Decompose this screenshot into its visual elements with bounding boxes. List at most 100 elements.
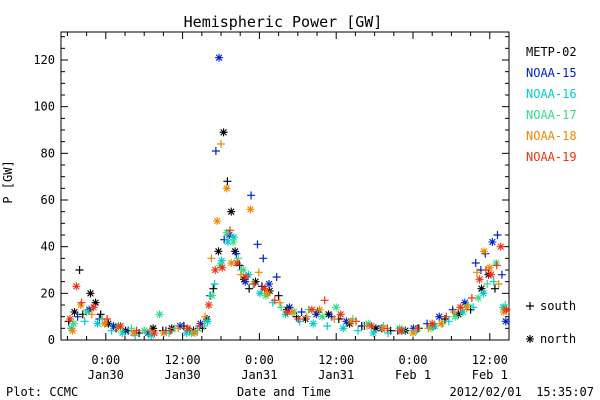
data-point-north <box>437 319 446 328</box>
data-point-north <box>219 128 228 137</box>
marker-legend-label: north <box>540 332 576 346</box>
data-point-north <box>227 207 236 216</box>
y-tick-label: 0 <box>48 333 55 347</box>
y-axis-label: P [GW] <box>1 160 15 203</box>
data-point-north <box>213 217 222 225</box>
data-point-north <box>118 329 127 337</box>
legend-entry-noaa-19: NOAA-19 <box>526 150 577 164</box>
data-point-south <box>384 329 393 337</box>
data-point-north <box>309 319 318 328</box>
data-point-north <box>176 322 185 330</box>
data-point-south <box>245 284 254 293</box>
data-point-north <box>458 308 467 316</box>
data-point-north <box>501 317 510 326</box>
data-point-north <box>485 263 494 272</box>
y-tick-label: 100 <box>33 100 55 114</box>
legend-entry-metp-02: METP-02 <box>526 45 577 59</box>
data-point-north <box>149 324 158 333</box>
data-point-north <box>82 308 91 316</box>
data-point-north <box>456 303 465 312</box>
data-point-north <box>307 305 316 314</box>
data-point-north <box>67 324 76 333</box>
data-point-south <box>250 280 259 288</box>
data-point-north <box>451 312 460 321</box>
data-point-north <box>109 322 118 330</box>
data-point-south <box>473 268 481 277</box>
plot-credit: Plot: CCMC <box>6 385 78 399</box>
data-point-north <box>68 326 77 335</box>
data-point-south <box>449 308 458 316</box>
data-point-south <box>96 310 105 319</box>
data-point-south <box>195 322 204 330</box>
data-point-north <box>203 317 212 326</box>
plot-frame <box>60 31 510 341</box>
data-point-north <box>241 273 250 281</box>
data-point-south <box>103 315 112 323</box>
data-point-north <box>435 312 444 321</box>
data-point-north <box>208 291 217 300</box>
data-point-south <box>471 259 480 267</box>
data-point-north <box>89 303 98 312</box>
legend: METP-02 NOAA-15 NOAA-16 NOAA-17 NOAA-18 NOAA-… <box>526 45 577 346</box>
data-point-north <box>367 322 376 330</box>
data-point-south <box>270 296 279 305</box>
legend-entry-noaa-18: NOAA-18 <box>526 129 577 143</box>
data-point-south <box>323 322 332 330</box>
data-point-north <box>183 324 192 333</box>
data-point-north <box>339 324 348 333</box>
data-point-south <box>217 140 225 148</box>
data-point-south <box>275 298 284 307</box>
data-point-south <box>80 317 89 326</box>
data-point-north <box>218 263 227 272</box>
data-point-south <box>253 240 262 249</box>
data-point-north <box>217 256 226 265</box>
data-point-south <box>294 315 303 323</box>
data-point-north <box>336 310 345 319</box>
data-point-south <box>209 284 218 293</box>
data-point-north <box>229 238 238 246</box>
data-point-south <box>174 324 183 333</box>
x-tick-label-date: Jan30 <box>88 368 124 382</box>
data-point-north <box>409 329 417 337</box>
data-point-north <box>477 284 486 293</box>
data-point-north <box>231 247 240 256</box>
data-point-south <box>483 280 492 288</box>
data-point-south <box>75 266 84 274</box>
data-point-north <box>155 310 164 319</box>
data-point-north <box>76 301 85 309</box>
axis-ticks: 0204060801001200:00Jan3012:00Jan300:00Ja… <box>33 32 510 382</box>
data-point-south <box>353 326 362 335</box>
data-point-north <box>150 329 159 337</box>
data-point-south <box>444 317 453 326</box>
data-point-south <box>274 291 283 300</box>
data-point-south <box>302 312 311 321</box>
data-point-north <box>301 315 310 323</box>
data-point-south <box>490 284 499 293</box>
x-axis-label: Date and Time <box>237 385 331 399</box>
data-point-north <box>69 319 78 328</box>
data-point-north <box>91 298 100 307</box>
data-point-north <box>227 259 236 267</box>
y-tick-label: 40 <box>41 240 55 254</box>
data-point-north <box>474 294 483 302</box>
data-point-south <box>493 231 502 239</box>
data-point-north <box>479 289 488 298</box>
data-point-south <box>297 308 306 316</box>
data-point-north <box>346 317 355 326</box>
data-point-north <box>285 303 294 312</box>
data-point-south <box>330 315 339 323</box>
x-tick-label-time: 0:00 <box>91 353 120 367</box>
data-point-south <box>225 226 234 235</box>
data-point-north <box>480 247 489 256</box>
data-point-south <box>87 310 96 319</box>
y-tick-label: 60 <box>41 193 55 207</box>
data-point-south <box>73 312 82 321</box>
data-point-south <box>166 326 175 335</box>
x-tick-label-time: 12:00 <box>165 353 201 367</box>
data-point-north <box>460 298 469 307</box>
data-point-south <box>383 324 392 333</box>
data-point-south <box>207 254 216 263</box>
data-point-south <box>107 326 116 335</box>
data-point-north <box>342 317 351 326</box>
data-point-south <box>247 191 256 200</box>
